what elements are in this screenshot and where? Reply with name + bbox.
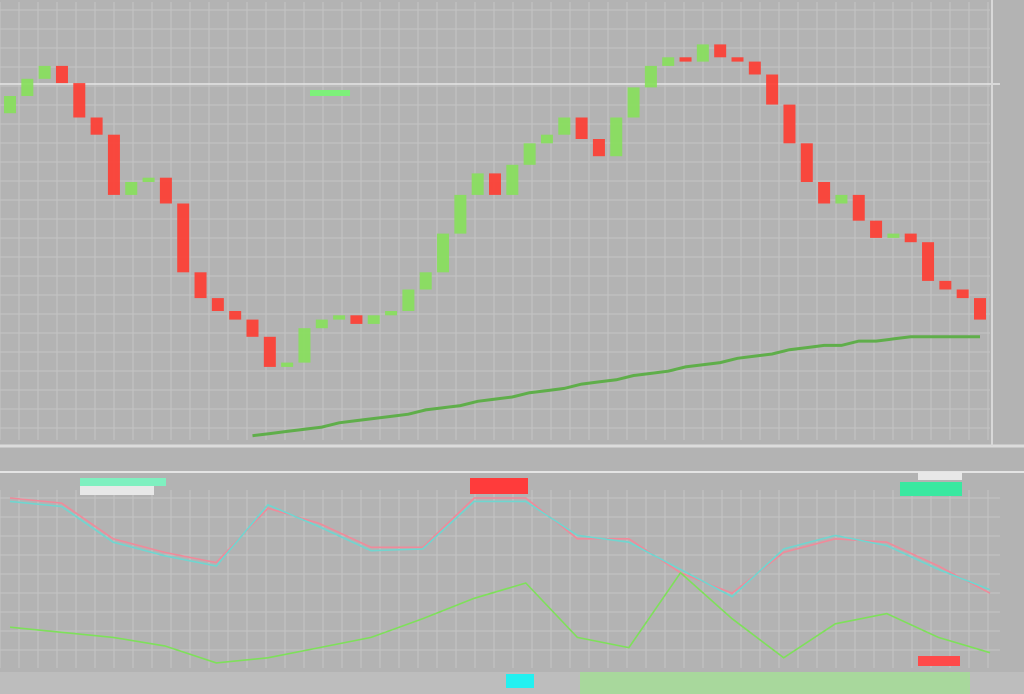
marker [900, 482, 962, 496]
candle [281, 362, 294, 367]
candle [523, 143, 536, 165]
marker [470, 478, 528, 494]
marker [80, 478, 166, 486]
candle [904, 233, 917, 243]
candle [211, 298, 224, 311]
marker [918, 472, 962, 480]
candle [159, 177, 172, 204]
candle [367, 315, 380, 324]
line [9, 571, 991, 664]
main-grid [0, 2, 990, 440]
candle [644, 65, 657, 88]
candle [246, 319, 259, 337]
candle [662, 57, 675, 66]
candle [506, 164, 519, 195]
candle [852, 194, 865, 221]
candle [142, 177, 155, 182]
candle [298, 328, 311, 363]
marker [918, 656, 960, 666]
marker [310, 90, 350, 96]
candle [956, 289, 969, 299]
candle [437, 233, 450, 273]
candle [55, 65, 68, 84]
candle [800, 143, 813, 182]
candle [4, 96, 16, 114]
candle [575, 117, 588, 139]
candle [385, 311, 398, 316]
candle [194, 272, 207, 299]
candle [610, 117, 623, 157]
candle [939, 280, 952, 290]
main-pane [4, 44, 986, 438]
line [9, 500, 991, 598]
candle [731, 57, 744, 62]
candle [870, 220, 883, 238]
candle [818, 182, 831, 204]
candle [419, 272, 432, 290]
candle [540, 134, 553, 144]
lower-grid [0, 490, 1000, 668]
marker [506, 674, 534, 688]
candle [125, 182, 138, 195]
marker [580, 672, 970, 694]
candle [229, 311, 242, 320]
candle [714, 44, 727, 58]
candle [38, 65, 51, 79]
line [9, 497, 991, 595]
candle [90, 117, 103, 135]
candle [402, 289, 415, 311]
candle [627, 87, 640, 118]
candle [783, 104, 796, 144]
candle [333, 315, 346, 320]
candle [177, 203, 190, 273]
candle [679, 57, 692, 62]
candle [835, 194, 848, 204]
candle [766, 74, 779, 105]
candle [922, 242, 935, 281]
candle [263, 336, 276, 367]
candle [471, 173, 484, 195]
candle [454, 194, 467, 234]
candle [696, 44, 709, 62]
candle [887, 233, 900, 238]
candle [558, 117, 571, 135]
candle [73, 83, 86, 118]
candle [315, 319, 328, 329]
candle [748, 61, 761, 75]
lower-pane [9, 497, 991, 664]
candle [107, 134, 120, 195]
candle [489, 173, 501, 195]
candle [21, 78, 34, 96]
candle [974, 298, 986, 320]
candle [592, 139, 605, 157]
candle [350, 315, 363, 324]
line [252, 335, 980, 438]
marker [80, 486, 154, 495]
